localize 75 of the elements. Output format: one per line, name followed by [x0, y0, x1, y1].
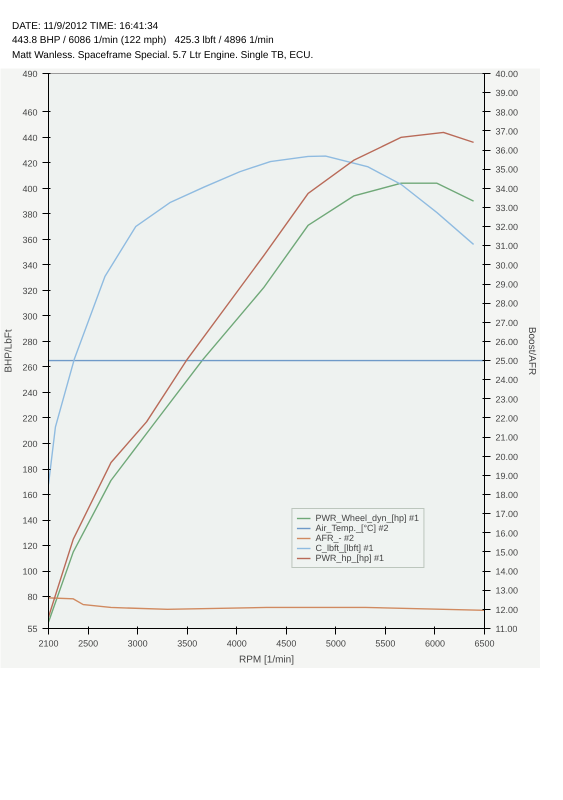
y-tick-label: 100 — [22, 566, 38, 576]
y2-tick-label: 12.00 — [496, 604, 518, 615]
legend-label: AFR_- #2 — [315, 532, 354, 543]
y-tick-label: 320 — [22, 286, 38, 296]
y2-tick-label: 28.00 — [496, 298, 518, 308]
y-tick-label: 440 — [22, 132, 38, 143]
text: Matt Wanless. Spaceframe Special. 5.7 Ltr Engine. Single TB, ECU. — [12, 48, 314, 63]
x-tick-label: 4500 — [276, 638, 296, 648]
text: DATE: 11/9/2012 TIME: 16:41:34 — [12, 20, 160, 34]
y2-tick-label: 31.00 — [496, 241, 518, 252]
y-tick-label: 80 — [27, 592, 38, 602]
y2-tick-label: 22.00 — [496, 413, 518, 424]
x-tick-label: 6000 — [424, 638, 445, 648]
y-tick-label: 490 — [22, 68, 38, 79]
y2-tick-label: 26.00 — [496, 336, 518, 347]
legend-label: PWR_Wheel_dyn_[hp] #1 — [315, 512, 419, 523]
y2-tick-label: 36.00 — [496, 145, 518, 156]
y2-tick-label: 35.00 — [496, 164, 518, 175]
y2-tick-label: 33.00 — [496, 202, 518, 213]
x-tick-label: 4000 — [226, 638, 247, 648]
y2-tick-label: 27.00 — [496, 318, 518, 328]
y2-tick-label: 37.00 — [496, 126, 518, 136]
y-tick-label: 120 — [22, 540, 38, 551]
line-series — [48, 155, 474, 485]
y-tick-label: 240 — [22, 388, 38, 398]
line-series — [48, 597, 484, 611]
y-tick-label: 300 — [22, 311, 38, 322]
y-tick-label: 180 — [22, 464, 38, 474]
x-tick-label: 6500 — [474, 638, 495, 648]
y-tick-label: 340 — [22, 260, 38, 270]
legend-label: Air_Temp._[°C] #2 — [315, 522, 389, 533]
legend-label: PWR_hp_[hp] #1 — [315, 552, 384, 563]
y2-tick-label: 21.00 — [496, 432, 518, 442]
y2-tick-label: 25.00 — [496, 356, 518, 366]
y2-tick-label: 39.00 — [496, 88, 518, 98]
y2-tick-label: 30.00 — [496, 260, 518, 270]
x-tick-label: 2100 — [38, 638, 59, 648]
y-tick-label: 420 — [22, 158, 38, 168]
y2-tick-label: 32.00 — [496, 222, 518, 232]
y-tick-label: 55 — [27, 624, 38, 634]
y2-tick-label: 14.00 — [496, 566, 518, 576]
y-tick-label: 400 — [22, 184, 38, 194]
y2-tick-label: 20.00 — [496, 452, 518, 462]
y2-tick-label: 15.00 — [496, 547, 518, 558]
x-tick-label: 2500 — [78, 638, 98, 648]
y2-tick-label: 16.00 — [496, 528, 518, 538]
x-tick-label: 3500 — [177, 638, 198, 648]
y2-tick-label: 11.00 — [496, 624, 518, 634]
x-tick-label: 3000 — [128, 638, 148, 648]
y2-tick-label: 17.00 — [496, 509, 518, 520]
y2-tick-label: 40.00 — [496, 68, 518, 79]
y-tick-label: 280 — [22, 336, 38, 347]
y-tick-label: 220 — [22, 413, 38, 424]
y2-tick-label: 34.00 — [496, 184, 518, 194]
y-axis-title: BHP/LbFt — [3, 328, 14, 373]
x-axis-title: RPM [1/min] — [238, 654, 294, 666]
text: 443.8 BHP / 6086 1/min (122 mph) 425.3 lbft / 4896 1/min — [12, 34, 275, 48]
y2-tick-label: 18.00 — [496, 490, 518, 500]
y2-tick-label: 23.00 — [496, 394, 518, 404]
y-tick-label: 360 — [22, 234, 38, 245]
x-tick-label: 5000 — [326, 638, 346, 648]
y-tick-label: 140 — [22, 515, 38, 526]
y-tick-label: 460 — [22, 107, 38, 118]
y-tick-label: 260 — [22, 362, 38, 372]
y-tick-label: 160 — [22, 490, 38, 500]
y-tick-label: 380 — [22, 209, 38, 220]
y2-axis-title: Boost/AFR — [526, 326, 538, 376]
y2-tick-label: 24.00 — [496, 375, 518, 386]
y2-tick-label: 29.00 — [496, 279, 518, 290]
y2-tick-label: 38.00 — [496, 107, 518, 118]
y2-tick-label: 13.00 — [496, 586, 518, 596]
legend-label: C_lbft_[lbft] #1 — [315, 542, 374, 553]
y-tick-label: 200 — [22, 438, 38, 449]
y2-tick-label: 19.00 — [496, 470, 518, 481]
x-tick-label: 5500 — [375, 638, 396, 648]
